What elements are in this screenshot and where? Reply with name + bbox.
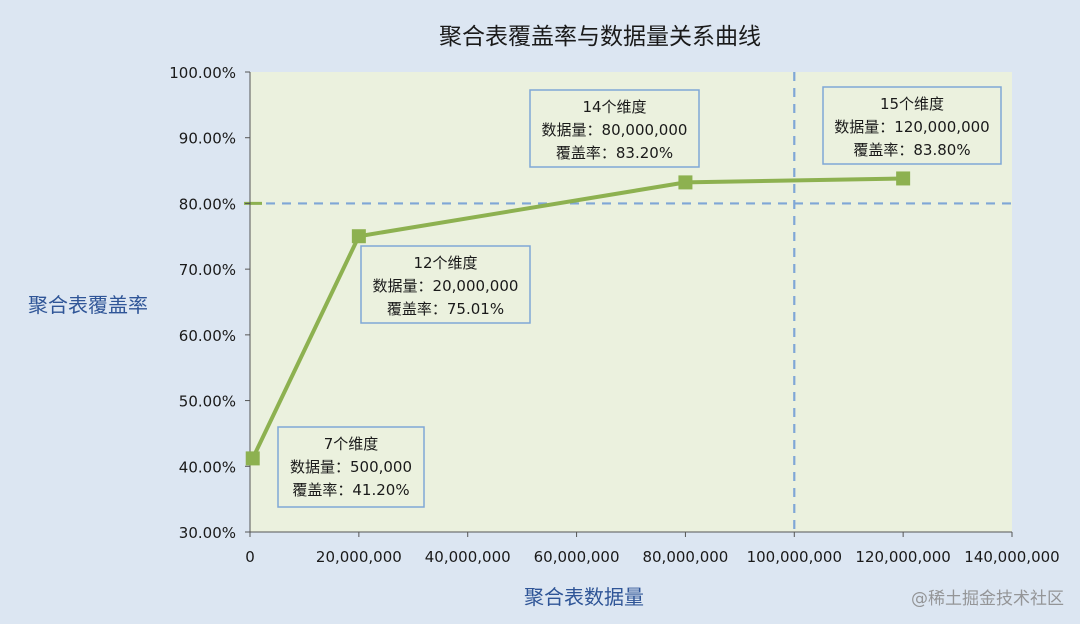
annotation-text: 数据量：20,000,000 [373, 277, 519, 295]
chart-title: 聚合表覆盖率与数据量关系曲线 [439, 24, 761, 50]
annotation-box [277, 426, 425, 508]
x-axis-label: 聚合表数据量 [524, 585, 644, 609]
annotation-text: 14个维度 [582, 98, 646, 116]
annotation-text: 7个维度 [324, 435, 379, 453]
annotation-text: 覆盖率：83.20% [556, 144, 673, 162]
annotation-text: 覆盖率：83.80% [853, 141, 970, 159]
annotation-box [822, 86, 1002, 165]
data-point [896, 171, 911, 186]
data-point [678, 175, 693, 190]
y-tick-label: 60.00% [179, 327, 236, 345]
watermark: @稀土掘金技术社区 [911, 589, 1064, 609]
x-tick-label: 40,000,000 [425, 548, 511, 566]
x-tick-label: 0 [245, 548, 255, 566]
y-tick-label: 100.00% [169, 64, 236, 82]
tick-labels: 30.00% 40.00% 50.00% 60.00% 70.00% 80.00% 90.0… [169, 64, 1059, 566]
data-point [245, 451, 260, 466]
y-tick-label: 40.00% [179, 458, 236, 476]
annotation-text: 12个维度 [413, 254, 477, 272]
annotation-box [529, 89, 700, 168]
y-tick-label: 70.00% [179, 261, 236, 279]
annotation-text: 15个维度 [880, 95, 944, 113]
annotation-box [360, 245, 531, 324]
y-tick-label: 30.00% [179, 524, 236, 542]
y-tick-label: 80.00% [179, 195, 236, 213]
y-tick-label: 90.00% [179, 130, 236, 148]
y-axis-label: 聚合表覆盖率 [28, 293, 148, 317]
y-tick-label: 50.00% [179, 393, 236, 411]
data-point [351, 229, 366, 244]
series-line [250, 176, 904, 460]
annotation-text: 数据量：80,000,000 [542, 121, 688, 139]
x-tick-label: 80,000,000 [642, 548, 728, 566]
x-tick-label: 60,000,000 [534, 548, 620, 566]
annotation-text: 覆盖率：41.20% [292, 481, 409, 499]
annotation-text: 数据量：120,000,000 [834, 118, 989, 136]
series-layer [245, 171, 911, 466]
annotation-text: 覆盖率：75.01% [387, 300, 504, 318]
x-tick-label: 20,000,000 [316, 548, 402, 566]
x-tick-label: 100,000,000 [747, 548, 842, 566]
x-tick-label: 120,000,000 [855, 548, 950, 566]
annotation-text: 数据量：500,000 [290, 458, 412, 476]
x-tick-label: 140,000,000 [964, 548, 1059, 566]
